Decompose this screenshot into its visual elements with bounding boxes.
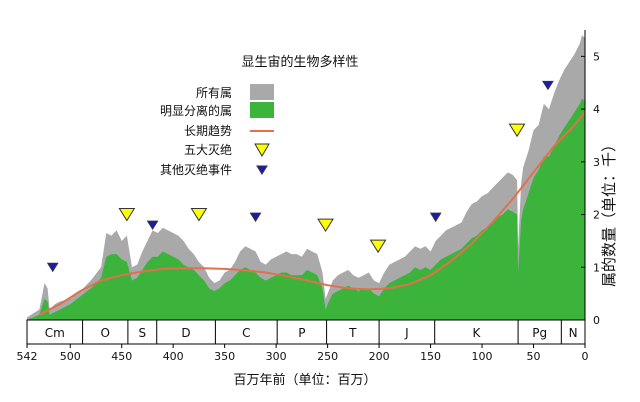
period-label: N — [569, 326, 578, 340]
minor-extinction-marker — [146, 220, 159, 231]
y-tick-label: 2 — [593, 209, 600, 222]
period-label: Pg — [532, 326, 547, 340]
legend-swatch-all — [250, 84, 274, 100]
mass-extinction-marker — [369, 239, 387, 254]
minor-extinction-marker — [46, 262, 59, 273]
period-label: D — [181, 326, 190, 340]
chart-title: 显生宙的生物多样性 — [241, 54, 358, 70]
mass-extinction-marker — [118, 208, 136, 222]
legend-swatch-defined — [250, 102, 274, 118]
y-tick-label: 1 — [593, 261, 600, 274]
x-tick-label: 100 — [472, 350, 493, 363]
plot-area — [27, 35, 586, 321]
period-label: S — [138, 326, 146, 340]
x-tick-label: 200 — [369, 350, 390, 363]
x-tick-label: 0 — [582, 350, 589, 363]
period-label: K — [472, 326, 481, 340]
x-tick-label: 300 — [266, 350, 287, 363]
x-tick-label: 250 — [317, 350, 338, 363]
y-axis-label: 属的数量（单位：千） — [600, 137, 618, 287]
x-tick-label: 350 — [214, 350, 235, 363]
x-axis: 542 500 450 400 350 300 250 200 150 100 50 0 — [17, 344, 589, 363]
legend-label-big5: 五大灭绝 — [184, 142, 232, 157]
y-tick-label: 3 — [593, 156, 600, 169]
y-tick-label: 5 — [593, 50, 600, 63]
minor-extinction-marker — [429, 212, 442, 223]
mass-extinction-marker — [190, 208, 208, 222]
x-axis-label: 百万年前（单位：百万） — [233, 372, 376, 388]
area-all-genera — [27, 35, 585, 321]
x-tick-label: 450 — [111, 350, 132, 363]
legend-label-defined: 明显分离的属 — [160, 103, 232, 118]
period-label: P — [298, 326, 305, 340]
minor-extinction-marker — [249, 212, 262, 223]
legend-label-other: 其他灭绝事件 — [160, 162, 232, 177]
extinction-markers — [46, 80, 554, 273]
x-tick-label: 400 — [163, 350, 184, 363]
legend-swatch-other — [256, 165, 268, 175]
mass-extinction-marker — [317, 218, 334, 233]
x-tick-label: 542 — [17, 350, 38, 363]
y-tick-label: 0 — [593, 314, 600, 327]
period-label: T — [348, 326, 357, 340]
period-bar-frame — [26, 319, 586, 345]
x-tick-label: 500 — [60, 350, 81, 363]
x-tick-label: 50 — [527, 350, 541, 363]
legend-label-trend: 长期趋势 — [184, 124, 232, 138]
y-axis: 0 1 2 3 4 5 — [581, 30, 600, 344]
x-tick-label: 150 — [420, 350, 441, 363]
period-label: C — [242, 326, 250, 340]
geologic-period-bar: Cm O S D C P T J K Pg N — [26, 319, 586, 345]
trend-line — [38, 111, 586, 316]
period-label: Cm — [45, 326, 65, 340]
y-tick-label: 4 — [593, 103, 600, 116]
mass-extinction-marker — [508, 123, 526, 138]
period-label: O — [101, 326, 110, 340]
legend-label-all: 所有属 — [196, 86, 232, 100]
period-label: J — [404, 326, 409, 340]
legend-swatch-big5 — [254, 143, 270, 157]
minor-extinction-marker — [542, 80, 554, 91]
